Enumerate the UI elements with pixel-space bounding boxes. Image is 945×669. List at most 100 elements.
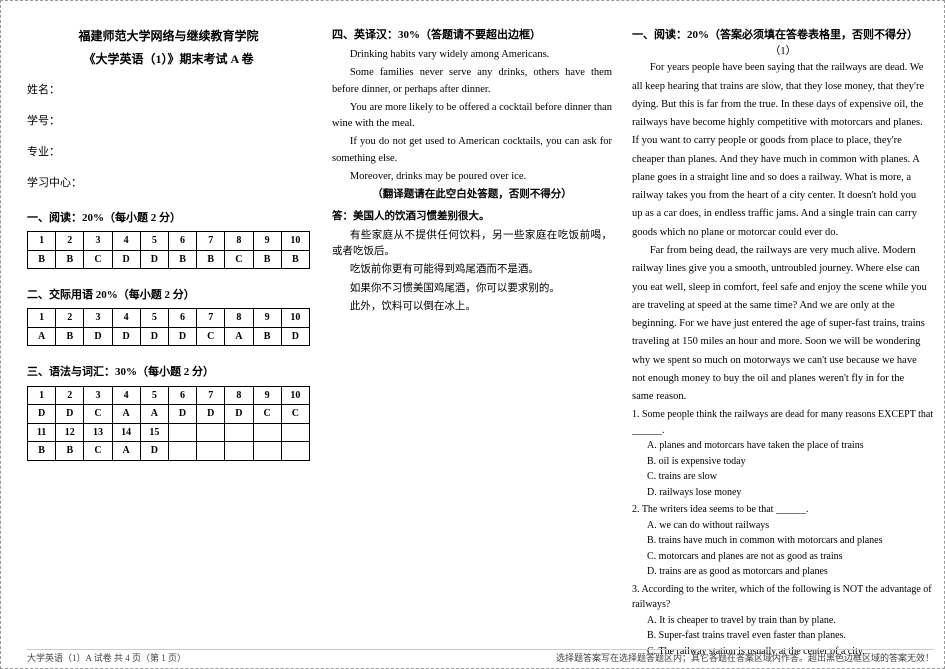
section4-answer-block: 答：美国人的饮酒习惯差别很大。 有些家庭从不提供任何饮料，另一些家庭在吃饭前喝，… [332,209,612,315]
section3-num: 12 [56,423,84,442]
institution-title: 福建师范大学网络与继续教育学院 [27,27,310,46]
section3-ans: C [253,405,281,424]
section3-ans: A [112,405,140,424]
section3-num: 2 [56,386,84,405]
footer-left: 大学英语（1）A 试卷 共 4 页（第 1 页） [27,651,186,664]
section1-ans: D [140,250,168,269]
passage-line: up as a car does, in endless traffic jam… [632,206,934,222]
section2-num: 3 [84,309,112,328]
section1-ans: B [281,250,309,269]
section3-ans: D [28,405,56,424]
section4-ans-line: 吃饭前你更有可能得到鸡尾酒而不是酒。 [332,262,612,278]
passage2-line: not enough money to buy the oil and plan… [632,371,934,387]
section3-ans [253,442,281,461]
section3-ans: B [56,442,84,461]
section4-ans-lead: 答：美国人的饮酒习惯差别很大。 [332,209,612,225]
section3-ans: B [28,442,56,461]
section4-eng-line: Drinking habits vary widely among Americ… [332,47,612,63]
section4-label: 四、英译汉：30%（答题请不要超出边框） [332,27,612,44]
section4-eng-line: Moreover, drinks may be poured over ice. [332,169,612,185]
q3-stem: 3. According to the writer, which of the… [632,582,934,613]
section3-num: 8 [225,386,253,405]
section3-ans: A [112,442,140,461]
section2-ans: B [253,327,281,346]
q3-opt: A. It is cheaper to travel by train than… [647,613,934,629]
section2-ans: C [197,327,225,346]
passage-line: cheaper than planes. And they have much … [632,152,934,168]
q2-stem: 2. The writers idea seems to be that ___… [632,502,934,518]
section4-ans-line: 此外，饮料可以倒在冰上。 [332,299,612,315]
passage2-line: Far from being dead, the railways are ve… [632,243,934,259]
section2-label: 二、交际用语 20%（每小题 2 分） [27,287,310,304]
section2-ans: D [281,327,309,346]
section3-ans: C [281,405,309,424]
section3-num: 9 [253,386,281,405]
section3-num: 6 [168,386,196,405]
section1-num: 8 [225,232,253,251]
footer-right: 选择题答案写在选择题答题区内；其它各题在答案区域内作答。超出黑色边框区域的答案无… [556,651,934,664]
section2-num: 2 [56,309,84,328]
section3-ans: D [225,405,253,424]
reading-sub: （1） [632,44,934,60]
exam-page: 福建师范大学网络与继续教育学院 《大学英语（1）》期末考试 A 卷 姓名： 学号… [0,0,945,669]
passage-line: For years people have been saying that t… [632,60,934,76]
passage-line: all keep hearing that trains are slow, t… [632,79,934,95]
section3-ans: A [140,405,168,424]
passage-line: goods which no plane or motorcar could e… [632,225,934,241]
student-id-label: 学号： [27,113,310,130]
section1-num: 7 [197,232,225,251]
section1-ans: D [112,250,140,269]
section2-num: 7 [197,309,225,328]
passage-line: plane goes in a straight line and so doe… [632,170,934,186]
section2-num: 5 [140,309,168,328]
section2-ans: D [140,327,168,346]
section3-num [253,423,281,442]
passage2-line: why we spent so much on motorways we can… [632,353,934,369]
section1-num: 4 [112,232,140,251]
section1-ans: B [253,250,281,269]
section2-ans: D [112,327,140,346]
q2-opt: C. motorcars and planes are not as good … [647,549,934,565]
passage-line: railway takes you from the heart of a ci… [632,188,934,204]
section3-table: 1 2 3 4 5 6 7 8 9 10 D D C A A D [27,386,310,461]
section2-ans: D [168,327,196,346]
section3-ans: D [168,405,196,424]
section3-num: 5 [140,386,168,405]
section2-num: 6 [168,309,196,328]
section3-num: 3 [84,386,112,405]
section1-num: 2 [56,232,84,251]
column-right: 一、阅读：20%（答案必须填在答卷表格里，否则不得分） （1） For year… [622,27,934,640]
section1-num: 9 [253,232,281,251]
q1-stem: 1. Some people think the railways are de… [632,407,934,438]
passage2-line: same reason. [632,389,934,405]
q1-opt: D. railways lose money [647,485,934,501]
section4-ans-line: 如果你不习惯美国鸡尾酒，你可以要求别的。 [332,281,612,297]
student-major-label: 专业： [27,144,310,161]
section1-ans: C [84,250,112,269]
section3-ans: D [197,405,225,424]
section4-eng-line: If you do not get used to American cockt… [332,134,612,167]
column-container: 福建师范大学网络与继续教育学院 《大学英语（1）》期末考试 A 卷 姓名： 学号… [1,1,944,650]
q3-opt: B. Super-fast trains travel even faster … [647,628,934,644]
column-left: 福建师范大学网络与继续教育学院 《大学英语（1）》期末考试 A 卷 姓名： 学号… [27,27,322,640]
section3-num: 10 [281,386,309,405]
column-middle: 四、英译汉：30%（答题请不要超出边框） Drinking habits var… [322,27,622,640]
section3-ans: C [84,442,112,461]
section1-ans: B [197,250,225,269]
passage2-line: beginning. For we have just entered the … [632,316,934,332]
section2-num: 1 [28,309,56,328]
section3-num: 1 [28,386,56,405]
section3-ans: C [84,405,112,424]
section1-num: 5 [140,232,168,251]
passage-line: dying. But this is far from the true. In… [632,97,934,113]
section3-num: 14 [112,423,140,442]
section3-num [225,423,253,442]
q1-opt: B. oil is expensive today [647,454,934,470]
page-footer: 大学英语（1）A 试卷 共 4 页（第 1 页） 选择题答案写在选择题答题区内；… [27,649,934,664]
section2-ans: D [84,327,112,346]
section3-num: 4 [112,386,140,405]
passage-line: railways have become highly competitive … [632,115,934,131]
section3-num: 11 [28,423,56,442]
q1-opt: C. trains are slow [647,469,934,485]
passage-line: If you want to carry people or goods fro… [632,133,934,149]
